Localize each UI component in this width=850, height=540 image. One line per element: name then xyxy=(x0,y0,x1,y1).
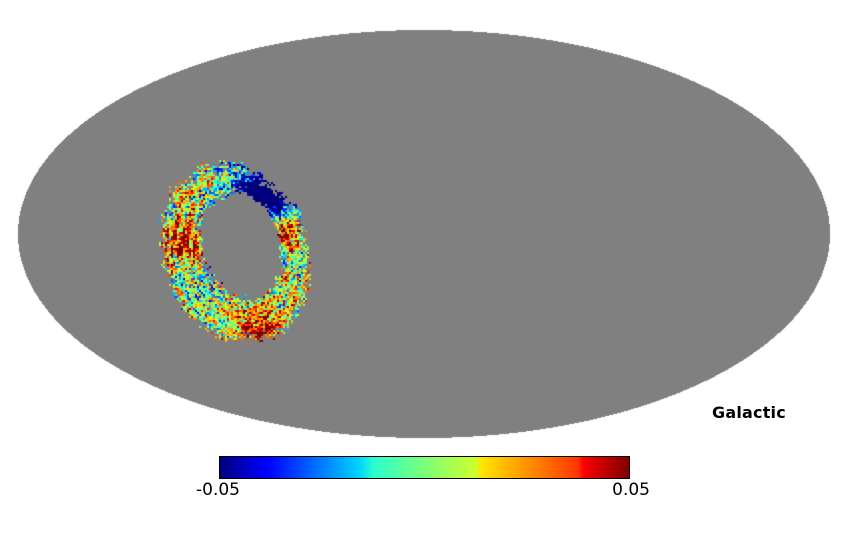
colorbar-max-label: 0.05 xyxy=(612,480,650,500)
coordinate-system-label: Galactic xyxy=(712,403,786,422)
colorbar-min-label: -0.05 xyxy=(196,480,240,500)
colorbar-gradient xyxy=(219,456,630,479)
colorbar xyxy=(219,456,630,479)
